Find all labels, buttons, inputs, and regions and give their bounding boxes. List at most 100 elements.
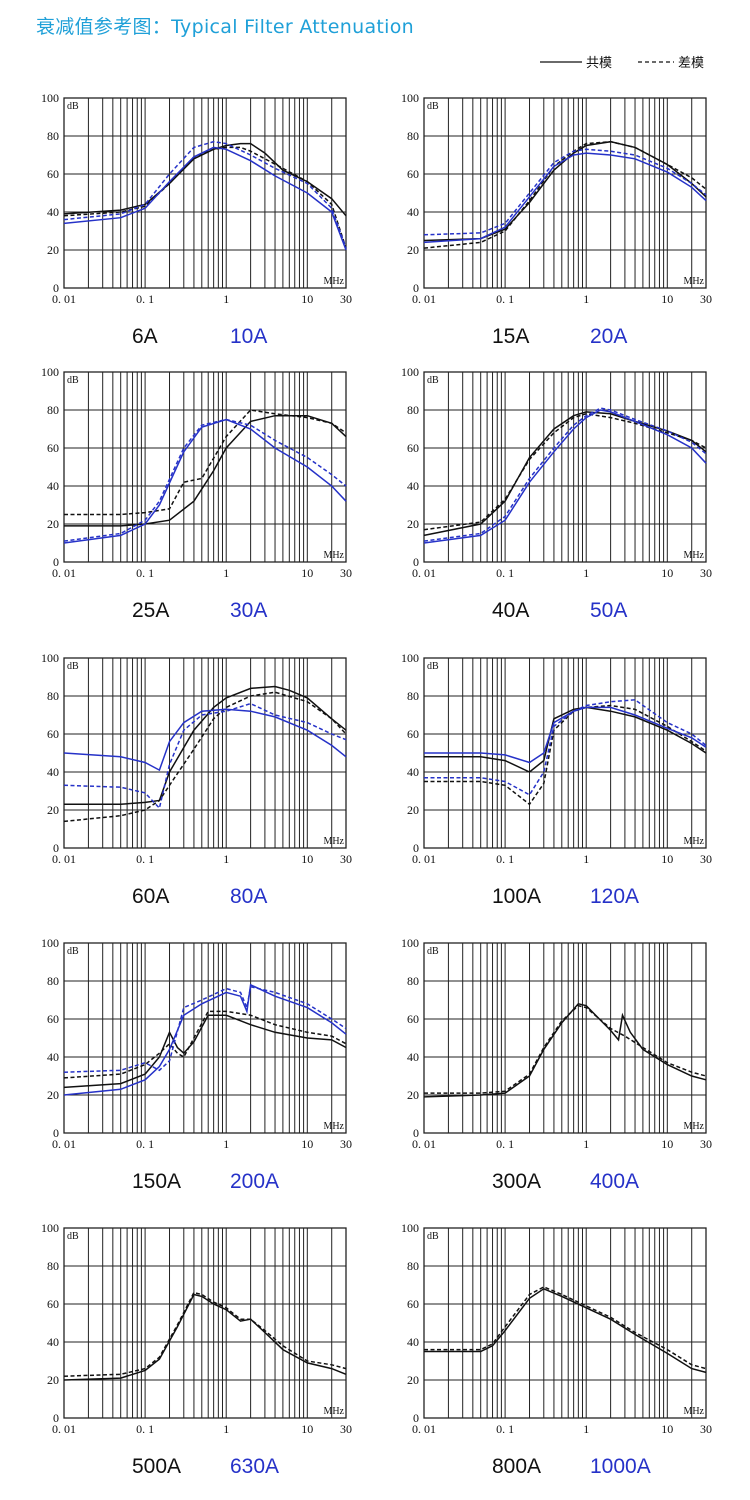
plot-frame (423, 942, 707, 1134)
x-tick-label: 0. 01 (412, 852, 436, 866)
chart-svg: 0 20 40 60 80 100 0. 01 0. 1 1 10 30 dB MHz (401, 91, 712, 306)
y-tick-label: 100 (41, 936, 59, 950)
y-tick-label: 60 (407, 1297, 419, 1311)
x-tick-label: 10 (661, 292, 673, 306)
y-axis-unit: dB (427, 946, 439, 957)
series-line (423, 140, 707, 249)
chart-c60_80: 0 20 40 60 80 100 0. 01 0. 1 1 10 30 dB MHz (28, 651, 352, 882)
y-tick-label: 80 (407, 403, 419, 417)
x-tick-label: 1 (223, 852, 229, 866)
chart-svg: 0 20 40 60 80 100 0. 01 0. 1 1 10 30 dB MHz (41, 936, 352, 1151)
chart-labels: 6A 10A (28, 325, 328, 355)
chart-c300_400: 0 20 40 60 80 100 0. 01 0. 1 1 10 30 dB MHz (388, 936, 712, 1167)
x-tick-label: 0. 1 (136, 852, 154, 866)
x-tick-label: 30 (700, 566, 712, 580)
y-tick-label: 0 (413, 555, 419, 569)
current-rating-label: 50A (590, 599, 628, 622)
current-rating-label: 10A (230, 325, 268, 348)
series-line (424, 1004, 707, 1094)
x-tick-label: 30 (700, 292, 712, 306)
x-tick-label: 10 (661, 566, 673, 580)
chart-c500_630: 0 20 40 60 80 100 0. 01 0. 1 1 10 30 dB MHz (28, 1221, 352, 1452)
chart-c100_120: 0 20 40 60 80 100 0. 01 0. 1 1 10 30 dB MHz (388, 651, 712, 882)
current-rating-label: 400A (590, 1170, 640, 1193)
series-line (63, 985, 347, 1073)
plot-frame (423, 97, 707, 289)
y-tick-label: 80 (47, 129, 59, 143)
y-tick-label: 100 (41, 91, 59, 105)
x-tick-label: 0. 01 (412, 1137, 436, 1151)
current-rating-label: 40A (492, 599, 530, 622)
y-tick-label: 80 (47, 403, 59, 417)
y-tick-label: 80 (407, 974, 419, 988)
current-rating-label: 100A (492, 885, 542, 908)
series-line (63, 146, 347, 251)
x-tick-label: 0. 1 (136, 566, 154, 580)
x-tick-label: 30 (340, 566, 352, 580)
y-tick-label: 40 (47, 1335, 59, 1349)
y-tick-label: 20 (407, 517, 419, 531)
y-tick-label: 100 (41, 1221, 59, 1235)
x-tick-label: 0. 1 (136, 292, 154, 306)
chart-labels: 800A 1000A (388, 1455, 688, 1485)
x-tick-label: 0. 01 (52, 1137, 76, 1151)
y-tick-label: 60 (47, 167, 59, 181)
plot-frame (63, 371, 347, 563)
series-line (423, 1002, 707, 1098)
y-tick-label: 40 (47, 205, 59, 219)
y-tick-label: 20 (47, 517, 59, 531)
y-tick-label: 40 (47, 1050, 59, 1064)
series-line (64, 409, 347, 516)
y-tick-label: 100 (401, 936, 419, 950)
current-rating-label: 20A (590, 325, 628, 348)
series-line (63, 418, 347, 544)
chart-labels: 100A 120A (388, 885, 688, 915)
x-axis-unit: MHz (683, 1406, 704, 1417)
series-line (423, 140, 707, 242)
y-tick-label: 20 (47, 803, 59, 817)
series-line (63, 146, 347, 249)
grid (63, 1227, 347, 1419)
x-axis-unit: MHz (323, 1121, 344, 1132)
current-rating-label: 150A (132, 1170, 182, 1193)
y-tick-label: 60 (47, 441, 59, 455)
chart-svg: 0 20 40 60 80 100 0. 01 0. 1 1 10 30 dB MHz (41, 651, 352, 866)
y-tick-label: 60 (47, 1297, 59, 1311)
current-rating-label: 800A (492, 1455, 542, 1478)
x-tick-label: 10 (661, 852, 673, 866)
current-rating-label: 80A (230, 885, 268, 908)
y-tick-label: 20 (407, 1373, 419, 1387)
y-tick-label: 60 (47, 1012, 59, 1026)
y-tick-label: 100 (401, 651, 419, 665)
chart-c6_10: 0 20 40 60 80 100 0. 01 0. 1 1 10 30 dB MHz (28, 91, 352, 322)
chart-labels: 60A 80A (28, 885, 328, 915)
x-tick-label: 30 (700, 1422, 712, 1436)
current-rating-label: 630A (230, 1455, 280, 1478)
x-tick-label: 0. 1 (496, 852, 514, 866)
y-tick-label: 0 (413, 841, 419, 855)
chart-legend: 共模 差模 (540, 52, 730, 72)
y-axis-unit: dB (427, 661, 439, 672)
y-tick-label: 60 (407, 441, 419, 455)
y-tick-label: 40 (407, 1050, 419, 1064)
chart-c150_200: 0 20 40 60 80 100 0. 01 0. 1 1 10 30 dB MHz (28, 936, 352, 1167)
series-line (63, 1291, 347, 1377)
series-line (63, 708, 347, 772)
chart-c25_30: 0 20 40 60 80 100 0. 01 0. 1 1 10 30 dB MHz (28, 365, 352, 596)
chart-svg: 0 20 40 60 80 100 0. 01 0. 1 1 10 30 dB MHz (401, 651, 712, 866)
legend-dashed-label: 差模 (678, 56, 704, 71)
series-line (423, 409, 707, 544)
chart-svg: 0 20 40 60 80 100 0. 01 0. 1 1 10 30 dB MHz (41, 91, 352, 306)
y-axis-unit: dB (427, 1231, 439, 1242)
x-axis-unit: MHz (683, 836, 704, 847)
series-line (424, 706, 707, 764)
x-tick-label: 0. 1 (496, 292, 514, 306)
y-tick-label: 40 (47, 765, 59, 779)
series-line (63, 983, 347, 1096)
y-axis-unit: dB (67, 946, 79, 957)
chart-c40_50: 0 20 40 60 80 100 0. 01 0. 1 1 10 30 dB MHz (388, 365, 712, 596)
y-tick-label: 40 (47, 479, 59, 493)
x-tick-label: 0. 01 (412, 292, 436, 306)
x-tick-label: 30 (700, 852, 712, 866)
series-line (63, 1293, 347, 1381)
